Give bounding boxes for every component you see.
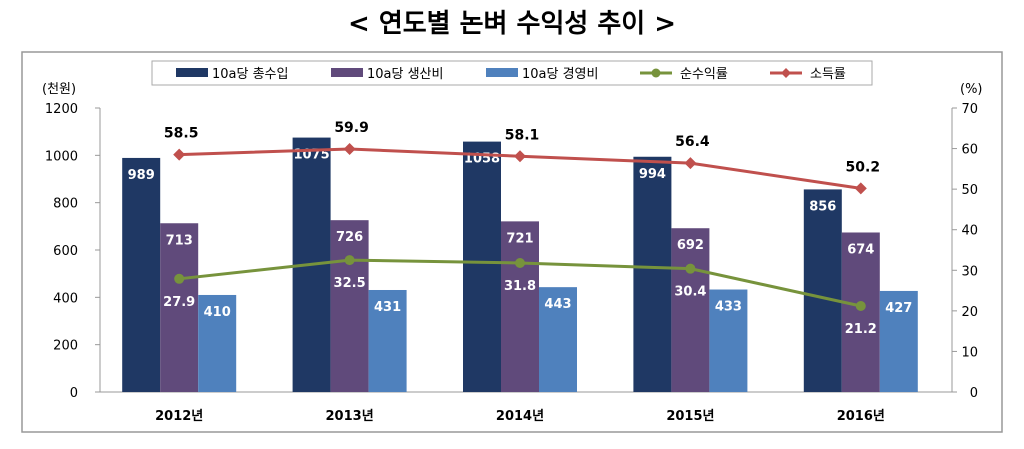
line-value-label: 59.9	[334, 120, 369, 136]
legend-marker	[651, 68, 661, 78]
bar-value-label: 856	[809, 199, 836, 214]
line-marker	[343, 142, 356, 155]
right-tick-label: 50	[961, 183, 978, 198]
bar-value-label: 721	[506, 231, 533, 246]
left-tick-label: 200	[53, 339, 78, 354]
bar	[368, 289, 407, 392]
bar-value-label: 410	[204, 305, 231, 320]
line-value-label: 30.4	[674, 285, 706, 300]
left-tick-label: 600	[53, 244, 78, 259]
bar-value-label: 433	[715, 300, 742, 315]
line-marker	[173, 148, 186, 161]
right-axis-unit: (%)	[960, 82, 983, 97]
line-marker	[174, 273, 185, 284]
bar-value-label: 989	[128, 168, 155, 183]
bar	[122, 157, 161, 392]
bar	[501, 221, 539, 392]
legend-label: 10a당 생산비	[367, 67, 443, 82]
bar	[330, 220, 369, 392]
x-tick-label: 2015년	[666, 409, 714, 424]
bar-value-label: 674	[847, 242, 874, 257]
legend: 10a당 총수입 10a당 생산비 10a당 경영비 순수익률 소득률	[151, 60, 873, 86]
bar-value-label: 713	[166, 233, 193, 248]
right-tick-label: 40	[961, 224, 978, 239]
bar	[671, 228, 710, 392]
chart-title: < 연도별 논벼 수익성 추이 >	[348, 9, 676, 39]
left-axis-unit: (천원)	[42, 82, 76, 97]
bar-value-label: 427	[885, 301, 912, 316]
bar-value-label: 726	[336, 230, 363, 245]
legend-label: 소득률	[810, 67, 846, 82]
line-marker	[684, 157, 697, 170]
line-value-label: 56.4	[675, 134, 710, 150]
bar	[539, 287, 577, 392]
x-tick-label: 2013년	[326, 409, 374, 424]
right-tick-label: 10	[961, 345, 978, 360]
bar-value-label: 692	[677, 238, 704, 253]
line-marker	[854, 182, 867, 195]
x-tick-label: 2014년	[496, 409, 544, 424]
right-tick-label: 30	[961, 264, 978, 279]
x-tick-label: 2012년	[155, 409, 203, 424]
x-tick-label: 2016년	[837, 409, 885, 424]
legend-swatch	[486, 68, 518, 77]
legend-label: 10a당 총수입	[212, 67, 288, 82]
line-value-label: 50.2	[846, 159, 881, 175]
line-value-label: 32.5	[334, 276, 366, 291]
bar	[841, 232, 880, 392]
legend-swatch	[331, 68, 363, 77]
legend-label: 순수익률	[680, 67, 728, 82]
line-value-label: 31.8	[504, 279, 536, 294]
left-tick-label: 400	[53, 291, 78, 306]
line-value-label: 58.5	[164, 126, 199, 142]
right-tick-label: 70	[961, 102, 978, 117]
bar	[160, 223, 199, 392]
bar	[198, 294, 237, 392]
line-marker	[514, 150, 526, 163]
bar	[709, 289, 748, 392]
line-value-label: 21.2	[845, 322, 877, 337]
legend-swatch	[176, 68, 208, 77]
right-tick-label: 0	[970, 386, 978, 401]
line-value-label: 58.1	[505, 127, 540, 143]
bar	[879, 290, 918, 392]
line-marker	[344, 255, 355, 266]
bar	[633, 156, 672, 392]
bar-value-label: 994	[639, 167, 666, 182]
right-tick-label: 20	[961, 305, 978, 320]
line-value-label: 27.9	[163, 295, 195, 310]
left-tick-label: 800	[53, 197, 78, 212]
legend-marker	[781, 68, 791, 78]
bar-value-label: 431	[374, 300, 401, 315]
right-tick-label: 60	[961, 143, 978, 158]
bar-value-label: 443	[544, 297, 571, 312]
left-tick-label: 1200	[45, 102, 78, 117]
bar	[803, 189, 842, 392]
legend-label: 10a당 경영비	[522, 67, 598, 82]
line-marker	[515, 257, 525, 268]
line-marker	[855, 300, 866, 311]
bar	[463, 141, 501, 392]
line-marker	[685, 263, 696, 274]
left-tick-label: 1000	[45, 149, 78, 164]
left-tick-label: 0	[70, 386, 78, 401]
